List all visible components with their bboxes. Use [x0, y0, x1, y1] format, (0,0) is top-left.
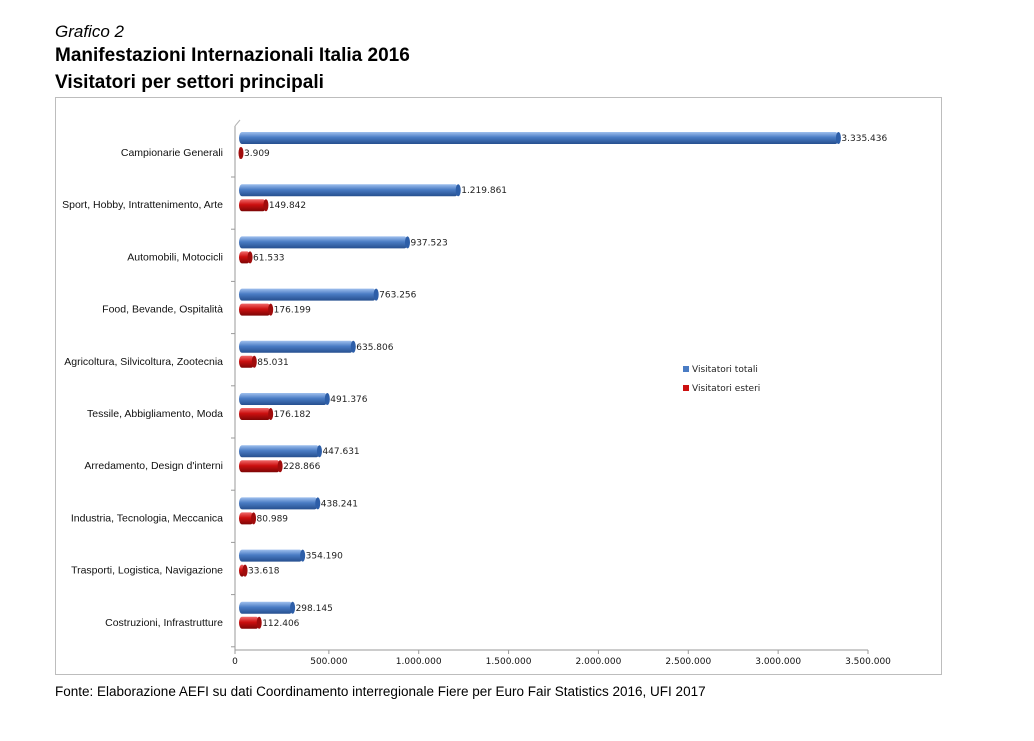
- bar: [239, 497, 318, 510]
- chart-label: Grafico 2: [55, 22, 124, 41]
- category-label: Campionarie Generali: [121, 147, 223, 159]
- bar-end-cap: [324, 393, 330, 405]
- bar-end-cap: [238, 147, 244, 159]
- data-label: 635.806: [356, 343, 393, 353]
- x-tick-label: 3.500.000: [845, 657, 891, 667]
- bar: [239, 355, 255, 368]
- bar-end-cap: [268, 408, 274, 420]
- x-tick-label: 3.000.000: [755, 657, 801, 667]
- source-note: Fonte: Elaborazione AEFI su dati Coordin…: [55, 684, 706, 699]
- bar-end-cap: [455, 184, 461, 197]
- bar: [239, 303, 271, 316]
- data-label: 1.219.861: [461, 186, 507, 196]
- data-label: 447.631: [322, 447, 359, 457]
- chart-subtitle: Visitatori per settori principali: [55, 72, 324, 93]
- data-label: 176.199: [274, 306, 311, 316]
- data-label: 354.190: [306, 552, 343, 562]
- data-label: 763.256: [379, 291, 416, 301]
- x-tick-label: 1.500.000: [486, 657, 532, 667]
- x-tick-label: 1.000.000: [396, 657, 442, 667]
- bar-end-cap: [256, 616, 262, 629]
- x-tick-label: 500.000: [310, 657, 347, 667]
- bar-end-cap: [315, 497, 321, 510]
- bar-end-cap: [263, 199, 269, 212]
- data-label: 149.842: [269, 201, 306, 211]
- bar-end-cap: [300, 549, 306, 562]
- bar: [239, 132, 839, 144]
- data-label: 298.145: [296, 604, 333, 614]
- category-label: Sport, Hobby, Intrattenimento, Arte: [62, 199, 223, 211]
- category-label: Food, Bevande, Ospitalità: [102, 304, 223, 316]
- data-label: 33.618: [248, 567, 280, 577]
- bar: [239, 616, 260, 629]
- bar-end-cap: [350, 340, 356, 353]
- data-label: 3.335.436: [841, 134, 887, 144]
- category-label: Arredamento, Design d'interni: [84, 460, 223, 472]
- bar-end-cap: [247, 251, 253, 264]
- bar: [239, 601, 293, 614]
- legend-swatch: [683, 366, 689, 372]
- data-label: 937.523: [410, 238, 447, 248]
- legend-label: Visitatori totali: [692, 365, 758, 375]
- data-label: 176.182: [274, 410, 311, 420]
- data-label: 228.866: [283, 462, 320, 472]
- data-label: 112.406: [262, 619, 299, 629]
- bar-end-cap: [242, 564, 248, 577]
- bar: [239, 549, 303, 562]
- data-label: 3.909: [244, 149, 270, 159]
- bar-end-cap: [277, 460, 283, 473]
- bar: [239, 251, 251, 264]
- bar-end-cap: [373, 288, 379, 301]
- data-label: 438.241: [321, 499, 358, 509]
- bar: [239, 184, 459, 197]
- category-label: Costruzioni, Infrastrutture: [105, 617, 223, 629]
- bar: [239, 460, 281, 473]
- bar-end-cap: [835, 132, 841, 144]
- bar: [239, 288, 377, 301]
- bar: [239, 340, 354, 353]
- data-label: 80.989: [257, 514, 289, 524]
- category-label: Agricoltura, Silvicoltura, Zootecnia: [64, 356, 223, 368]
- bar: [239, 199, 266, 212]
- data-label: 85.031: [257, 358, 289, 368]
- bar-end-cap: [268, 303, 274, 316]
- bar: [239, 236, 408, 249]
- bar-end-cap: [316, 445, 322, 458]
- chart-frame: [55, 97, 942, 675]
- chart-title: Manifestazioni Internazionali Italia 201…: [55, 45, 410, 66]
- x-tick-label: 2.000.000: [576, 657, 622, 667]
- legend-label: Visitatori esteri: [692, 384, 760, 394]
- bar: [239, 393, 328, 405]
- category-label: Tessile, Abbigliamento, Moda: [87, 408, 223, 420]
- bar-end-cap: [251, 512, 257, 525]
- category-label: Automobili, Motocicli: [127, 251, 223, 263]
- bar: [239, 512, 254, 525]
- bar-end-cap: [290, 601, 296, 614]
- category-label: Trasporti, Logistica, Navigazione: [71, 565, 223, 577]
- x-tick-label: 2.500.000: [665, 657, 711, 667]
- bar: [239, 408, 271, 420]
- data-label: 491.376: [330, 395, 367, 405]
- legend-swatch: [683, 385, 689, 391]
- bar: [239, 445, 320, 458]
- bar-end-cap: [251, 355, 257, 368]
- category-label: Industria, Tecnologia, Meccanica: [71, 512, 223, 524]
- x-tick-label: 0: [232, 657, 238, 667]
- y-axis-depth: [234, 119, 241, 127]
- data-label: 61.533: [253, 253, 284, 263]
- bar-end-cap: [404, 236, 410, 249]
